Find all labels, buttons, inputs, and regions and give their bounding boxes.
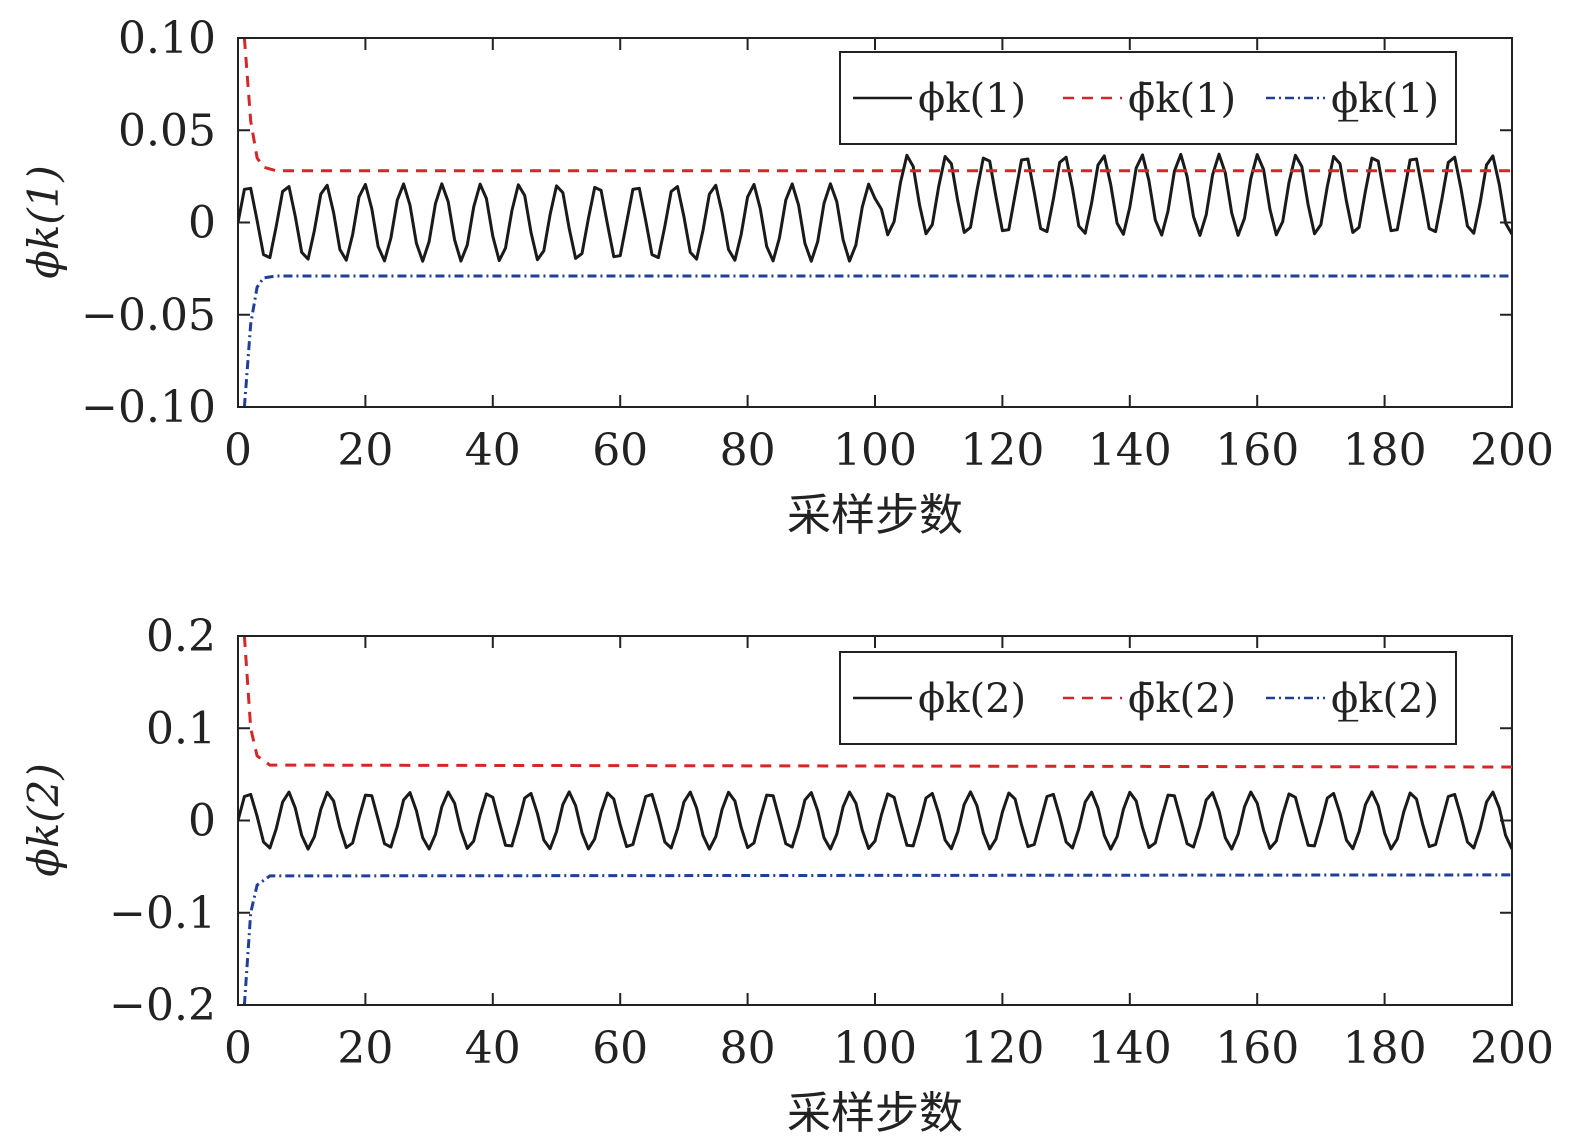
- y-tick-label: −0.05: [81, 290, 216, 341]
- legend-label-lower-1: ϕ̲k(1): [1331, 76, 1439, 122]
- legend-label-lower-2: ϕ̲k(2): [1331, 676, 1439, 722]
- x-tick-label: 40: [465, 425, 521, 476]
- series-line-1-1: [238, 152, 1512, 263]
- x-tick-label: 0: [224, 1023, 252, 1074]
- x-axis-label-2: 采样步数: [787, 1088, 963, 1139]
- x-tick-label: 140: [1088, 1023, 1172, 1074]
- y-tick-label: 0.2: [146, 611, 216, 662]
- chart-panel-2: 0 20 40 60 80 100 120 140 160 180 200 0.2 0.1 0 −0.1 −0…: [19, 611, 1554, 1139]
- x-tick-label: 180: [1343, 1023, 1427, 1074]
- x-tick-label: 40: [465, 1023, 521, 1074]
- y-tick-label: 0.05: [118, 105, 216, 156]
- x-axis-label-1: 采样步数: [787, 490, 963, 541]
- x-tick-label: 200: [1470, 425, 1554, 476]
- ticks-2: 0 20 40 60 80 100 120 140 160 180 200 0.2 0.1 0 −0.1 −0…: [109, 611, 1554, 1074]
- x-tick-label: 160: [1215, 1023, 1299, 1074]
- legend-label-series-1: ϕk(1): [918, 76, 1026, 122]
- x-tick-label: 100: [833, 1023, 917, 1074]
- y-tick-label: 0.1: [146, 703, 216, 754]
- y-axis-label-1: ϕk(1): [19, 165, 68, 279]
- x-tick-label: 60: [592, 1023, 648, 1074]
- y-tick-label: −0.10: [81, 382, 216, 433]
- x-tick-label: 120: [960, 425, 1044, 476]
- legend-label-upper-2: ϕ̄k(2): [1128, 676, 1236, 722]
- series-line-1-2: [242, 38, 1512, 173]
- series-line-2-1: [238, 790, 1512, 851]
- x-tick-label: 60: [592, 425, 648, 476]
- series-lines-2: [238, 636, 1512, 1005]
- legend-label-series-2: ϕk(2): [918, 676, 1026, 722]
- x-tick-label: 0: [224, 425, 252, 476]
- y-tick-label: 0: [188, 198, 216, 249]
- legend-1: ϕk(1) ϕ̄k(1) ϕ̲k(1): [839, 51, 1457, 145]
- series-lines-1: [238, 38, 1512, 407]
- legend-box-2: [839, 651, 1457, 745]
- x-tick-label: 120: [960, 1023, 1044, 1074]
- x-tick-label: 140: [1088, 425, 1172, 476]
- y-tick-label: 0: [188, 796, 216, 847]
- y-axis-label-2: ϕk(2): [19, 763, 68, 877]
- legend-label-upper-1: ϕ̄k(1): [1128, 76, 1236, 122]
- y-tick-label: −0.2: [109, 980, 216, 1031]
- legend-box-1: [839, 51, 1457, 145]
- x-tick-label: 180: [1343, 425, 1427, 476]
- series-line-2-3: [242, 873, 1512, 1005]
- series-line-1-3: [242, 274, 1512, 407]
- y-tick-label: 0.10: [118, 13, 216, 64]
- y-tick-label: −0.1: [109, 888, 216, 939]
- x-tick-label: 100: [833, 425, 917, 476]
- x-tick-label: 200: [1470, 1023, 1554, 1074]
- legend-2: ϕk(2) ϕ̄k(2) ϕ̲k(2): [839, 651, 1457, 745]
- chart-panel-1: 0 20 40 60 80 100 120 140 160 180 200 0.10 0.05 0 −0.0…: [19, 13, 1554, 541]
- ticks-1: 0 20 40 60 80 100 120 140 160 180 200 0.10 0.05 0 −0.0…: [81, 13, 1554, 476]
- x-tick-label: 20: [337, 1023, 393, 1074]
- series-line-2-2: [242, 636, 1512, 769]
- x-tick-label: 80: [720, 1023, 776, 1074]
- x-tick-label: 80: [720, 425, 776, 476]
- x-tick-label: 20: [337, 425, 393, 476]
- x-tick-label: 160: [1215, 425, 1299, 476]
